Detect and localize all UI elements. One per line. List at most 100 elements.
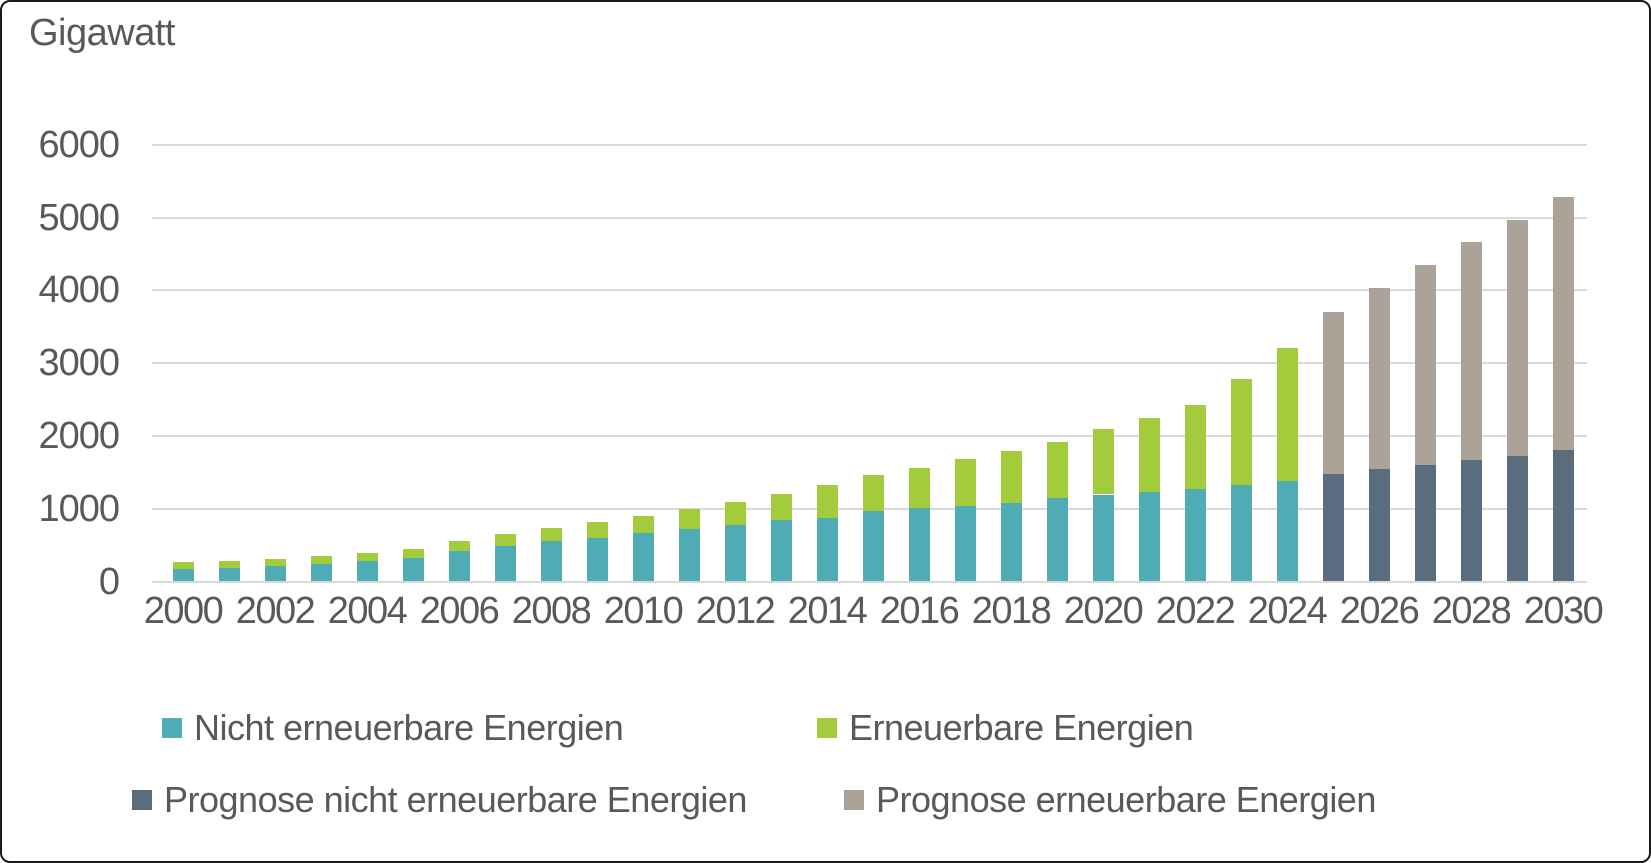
y-tick-label: 2000	[38, 414, 120, 457]
bar-segment-2006	[448, 551, 470, 582]
x-tick-label: 2020	[1063, 590, 1144, 632]
y-tick-label: 5000	[38, 196, 120, 239]
bar-segment-2011	[678, 529, 700, 582]
x-tick-label: 2008	[511, 590, 592, 632]
x-tick-label: 2016	[879, 590, 960, 632]
bar-segment-2002	[264, 566, 286, 582]
bar-segment-2013	[770, 493, 792, 521]
bar-segment-2023	[1230, 379, 1252, 485]
bar-segment-2026	[1368, 469, 1390, 582]
y-tick-label: 3000	[38, 342, 120, 385]
bar-segment-2015	[862, 511, 884, 582]
bar-segment-2012	[724, 524, 746, 582]
bar-segment-2027	[1414, 265, 1436, 465]
bar-segment-2006	[448, 540, 470, 552]
legend-item-prognose-erneuerbare: Prognose erneuerbare Energien	[844, 779, 1376, 821]
bar-segment-2007	[494, 533, 516, 546]
gridline	[152, 143, 1587, 146]
x-tick-label: 2014	[787, 590, 868, 632]
bar-segment-2015	[862, 475, 884, 512]
bar-segment-2014	[816, 485, 838, 519]
bar-segment-2028	[1460, 459, 1482, 582]
y-tick-label: 4000	[38, 269, 120, 312]
legend-item-nicht-erneuerbare-energien: Nicht erneuerbare Energien	[162, 707, 624, 749]
x-tick-label: 2002	[235, 590, 316, 632]
x-tick-label: 2000	[143, 590, 224, 632]
x-tick-label: 2022	[1155, 590, 1236, 632]
bar-segment-2028	[1460, 241, 1482, 460]
bar-segment-2024	[1276, 348, 1298, 482]
bar-segment-2027	[1414, 465, 1436, 582]
bar-segment-2019	[1046, 442, 1068, 499]
x-tick-label: 2006	[419, 590, 500, 632]
bar-segment-2018	[1000, 451, 1022, 503]
bar-segment-2025	[1322, 473, 1344, 582]
bar-segment-2004	[356, 553, 378, 562]
bar-segment-2010	[632, 532, 654, 582]
bar-segment-2002	[264, 558, 286, 567]
bar-segment-2000	[172, 562, 194, 569]
x-tick-label: 2012	[695, 590, 776, 632]
bar-segment-2016	[908, 508, 930, 582]
x-tick-label: 2004	[327, 590, 408, 632]
x-tick-label: 2024	[1247, 590, 1328, 632]
bar-segment-2020	[1092, 494, 1114, 582]
bar-segment-2010	[632, 515, 654, 533]
bar-segment-2013	[770, 520, 792, 582]
bar-segment-2003	[310, 563, 332, 582]
legend-swatch-nicht-erneuerbare-icon	[162, 718, 182, 738]
bar-segment-2005	[402, 558, 424, 582]
bar-segment-2008	[540, 527, 562, 542]
bar-segment-2005	[402, 549, 424, 559]
bar-segment-2024	[1276, 481, 1298, 582]
y-tick-label: 0	[98, 560, 120, 603]
x-tick-label: 2030	[1523, 590, 1604, 632]
gridline	[152, 289, 1587, 292]
gridline	[152, 434, 1587, 437]
bar-segment-2018	[1000, 502, 1022, 582]
bar-segment-2026	[1368, 287, 1390, 470]
legend-label: Nicht erneuerbare Energien	[194, 707, 624, 748]
bar-segment-2025	[1322, 311, 1344, 474]
bar-segment-2022	[1184, 405, 1206, 490]
bar-segment-2029	[1506, 219, 1528, 456]
bar-segment-2009	[586, 522, 608, 538]
legend-swatch-erneuerbare-icon	[817, 718, 837, 738]
x-tick-label: 2028	[1431, 590, 1512, 632]
bar-segment-2030	[1552, 197, 1574, 451]
legend-swatch-prognose-nicht-erneuerbare-icon	[132, 790, 152, 810]
bar-segment-2021	[1138, 418, 1160, 492]
x-tick-label: 2026	[1339, 590, 1420, 632]
bar-segment-2017	[954, 505, 976, 582]
bar-segment-2022	[1184, 489, 1206, 582]
bar-segment-2000	[172, 568, 194, 582]
bar-segment-2030	[1552, 450, 1574, 582]
bar-segment-2004	[356, 561, 378, 582]
legend-label: Erneuerbare Energien	[849, 707, 1194, 748]
bar-segment-2017	[954, 459, 976, 506]
y-axis-unit-label: Gigawatt	[29, 12, 175, 54]
bar-segment-2007	[494, 545, 516, 582]
legend-label: Prognose erneuerbare Energien	[876, 779, 1376, 820]
bar-segment-2008	[540, 541, 562, 582]
y-tick-label: 6000	[38, 123, 120, 166]
bar-segment-2001	[218, 567, 240, 582]
gridline	[152, 216, 1587, 219]
bar-segment-2012	[724, 501, 746, 525]
bar-segment-2019	[1046, 498, 1068, 582]
legend-label: Prognose nicht erneuerbare Energien	[164, 779, 747, 820]
bar-segment-2029	[1506, 455, 1528, 582]
bar-segment-2014	[816, 518, 838, 582]
x-tick-label: 2010	[603, 590, 684, 632]
bar-segment-2001	[218, 560, 240, 568]
legend-item-erneuerbare-energien: Erneuerbare Energien	[817, 707, 1194, 749]
legend-swatch-prognose-erneuerbare-icon	[844, 790, 864, 810]
y-tick-label: 1000	[38, 487, 120, 530]
bar-segment-2011	[678, 509, 700, 530]
bar-segment-2003	[310, 556, 332, 564]
bar-segment-2020	[1092, 428, 1114, 495]
gridline	[152, 362, 1587, 365]
gridline	[152, 580, 1587, 583]
bar-segment-2009	[586, 537, 608, 582]
